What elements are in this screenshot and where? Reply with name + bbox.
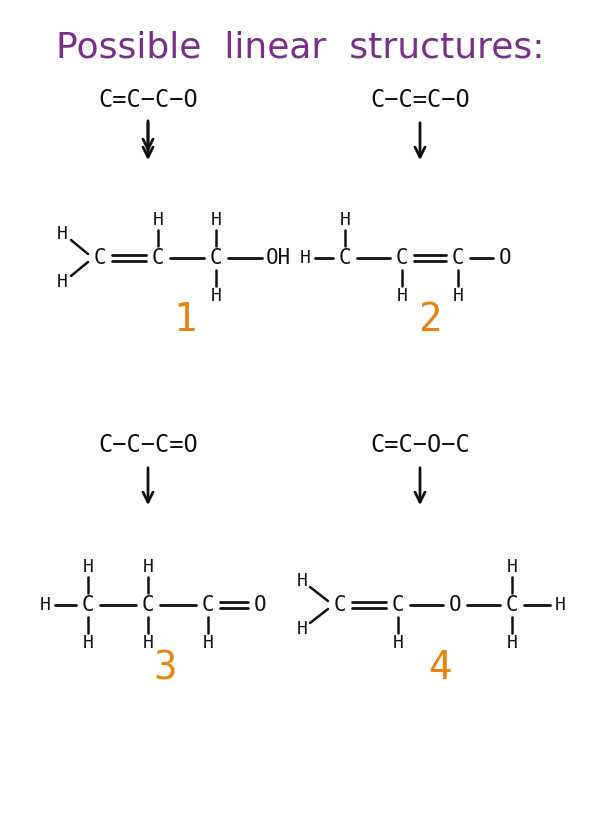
- Text: C: C: [209, 248, 223, 268]
- Text: H: H: [143, 558, 154, 576]
- Text: 3: 3: [154, 649, 176, 687]
- Text: H: H: [296, 572, 307, 590]
- Text: H: H: [56, 273, 67, 291]
- Text: H: H: [83, 634, 94, 652]
- Text: H: H: [211, 211, 221, 229]
- Text: H: H: [211, 287, 221, 305]
- Text: H: H: [143, 634, 154, 652]
- Text: H: H: [296, 620, 307, 638]
- Text: H: H: [554, 596, 565, 614]
- Text: 1: 1: [173, 301, 197, 339]
- Text: C: C: [94, 248, 106, 268]
- Text: H: H: [452, 287, 463, 305]
- Text: H: H: [506, 634, 517, 652]
- Text: H: H: [152, 211, 163, 229]
- Text: H: H: [203, 634, 214, 652]
- Text: C=C−C−O: C=C−C−O: [98, 88, 198, 112]
- Text: C: C: [452, 248, 464, 268]
- Text: H: H: [506, 558, 517, 576]
- Text: C: C: [334, 595, 346, 615]
- Text: H: H: [340, 211, 350, 229]
- Text: C: C: [392, 595, 404, 615]
- Text: H: H: [83, 558, 94, 576]
- Text: C−C=C−O: C−C=C−O: [370, 88, 470, 112]
- Text: C: C: [338, 248, 352, 268]
- Text: H: H: [397, 287, 407, 305]
- Text: C: C: [82, 595, 94, 615]
- Text: O: O: [449, 595, 461, 615]
- Text: C: C: [152, 248, 164, 268]
- Text: C−C−C=O: C−C−C=O: [98, 433, 198, 457]
- Text: H: H: [40, 596, 50, 614]
- Text: O: O: [499, 248, 511, 268]
- Text: H: H: [299, 249, 310, 267]
- Text: H: H: [56, 225, 67, 243]
- Text: 2: 2: [418, 301, 442, 339]
- Text: C: C: [202, 595, 214, 615]
- Text: O: O: [254, 595, 266, 615]
- Text: H: H: [392, 634, 403, 652]
- Text: C: C: [506, 595, 518, 615]
- Text: 4: 4: [428, 649, 452, 687]
- Text: OH: OH: [265, 248, 290, 268]
- Text: C: C: [395, 248, 409, 268]
- Text: C: C: [142, 595, 154, 615]
- Text: Possible  linear  structures:: Possible linear structures:: [56, 31, 544, 65]
- Text: C=C−O−C: C=C−O−C: [370, 433, 470, 457]
